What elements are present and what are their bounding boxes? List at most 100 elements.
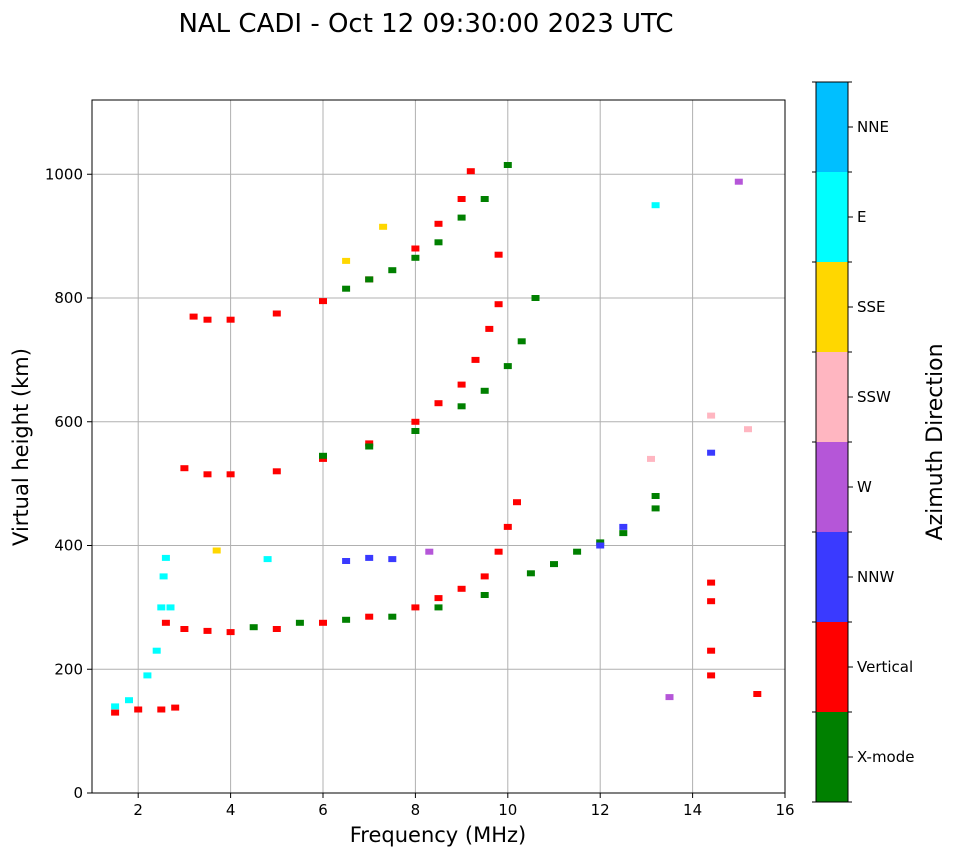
- colorbar-tick-label: X-mode: [857, 748, 914, 766]
- series-vertical: [180, 301, 503, 478]
- data-point: [272, 626, 281, 632]
- data-point: [388, 267, 397, 274]
- data-point: [707, 672, 716, 679]
- data-point: [319, 619, 327, 626]
- y-tick-label: 1000: [45, 165, 83, 183]
- data-point: [434, 400, 443, 407]
- y-tick-label: 200: [54, 660, 83, 678]
- data-point: [457, 585, 466, 592]
- grid: [92, 100, 785, 793]
- data-point: [111, 703, 120, 710]
- y-tick-label: 0: [73, 784, 83, 802]
- data-point: [596, 542, 605, 549]
- colorbar-frame: [815, 81, 849, 803]
- data-point: [180, 626, 189, 632]
- plot-frame: [91, 99, 786, 794]
- data-point: [707, 647, 716, 654]
- data-point: [517, 338, 526, 345]
- data-point: [503, 523, 512, 530]
- data-point: [411, 428, 420, 434]
- colorbar-segment: [816, 82, 848, 172]
- data-point: [651, 202, 660, 209]
- data-point: [272, 468, 281, 475]
- colorbar-segment: [816, 262, 848, 352]
- colorbar-tick-label: W: [857, 478, 872, 496]
- data-point: [125, 697, 133, 704]
- data-point: [411, 418, 420, 425]
- data-point: [157, 604, 166, 611]
- data-point: [457, 196, 466, 202]
- y-tick-label: 600: [54, 413, 83, 431]
- data-point: [319, 298, 327, 305]
- data-point: [434, 239, 443, 246]
- series-w: [425, 178, 743, 701]
- data-point: [379, 223, 388, 230]
- y-axis-label: Virtual height (km): [9, 348, 33, 546]
- data-point: [272, 310, 281, 317]
- data-point: [134, 706, 143, 713]
- data-point: [249, 624, 258, 631]
- colorbar-label: Azimuth Direction: [923, 343, 948, 540]
- data-point: [503, 162, 512, 168]
- colorbar-tick-label: SSE: [857, 298, 886, 316]
- colorbar-segment: [816, 712, 848, 802]
- colorbar: X-mode Vertical NNW W SSW SSE E NNE: [812, 81, 914, 803]
- series-x-mode: [342, 162, 512, 292]
- data-point: [503, 363, 512, 370]
- chart-title: NAL CADI - Oct 12 09:30:00 2023 UTC: [178, 9, 673, 39]
- series-vertical: [707, 579, 716, 679]
- data-point: [411, 604, 420, 611]
- data-point: [212, 547, 221, 554]
- data-point: [411, 245, 420, 252]
- data-point: [365, 443, 374, 450]
- y-tick-label: 400: [54, 537, 83, 555]
- data-point: [707, 598, 716, 605]
- data-point: [365, 613, 374, 620]
- data-point: [550, 561, 558, 568]
- colorbar-tick-label: Vertical: [857, 658, 913, 676]
- data-point: [744, 426, 752, 433]
- data-point: [651, 505, 660, 512]
- data-point: [263, 556, 272, 563]
- data-point: [734, 178, 743, 185]
- colorbar-tick-label: NNE: [857, 118, 889, 136]
- data-point: [295, 619, 304, 626]
- data-point: [531, 295, 540, 301]
- x-axis-label: Frequency (MHz): [350, 823, 526, 847]
- data-point: [166, 604, 175, 611]
- data-point: [342, 285, 351, 292]
- data-point: [480, 573, 489, 580]
- data-point: [425, 548, 434, 555]
- x-tick-label: 12: [591, 801, 610, 819]
- x-tick-label: 4: [226, 801, 236, 819]
- colorbar-segment: [816, 352, 848, 442]
- data-point: [171, 704, 180, 711]
- x-tick-label: 6: [318, 801, 328, 819]
- data-marks: [111, 162, 762, 716]
- series-e: [111, 554, 175, 710]
- data-point: [513, 499, 521, 506]
- series-x-mode: [651, 493, 660, 512]
- data-point: [434, 604, 443, 611]
- data-point: [226, 629, 235, 636]
- series-vertical: [189, 168, 475, 323]
- series-vertical: [111, 704, 180, 716]
- data-point: [365, 276, 374, 283]
- data-point: [152, 647, 161, 654]
- data-point: [596, 539, 605, 546]
- data-point: [480, 387, 489, 394]
- colorbar-tick-label: SSW: [857, 388, 891, 406]
- data-point: [434, 595, 443, 602]
- data-point: [319, 455, 327, 462]
- data-point: [651, 493, 660, 499]
- data-point: [707, 412, 716, 419]
- data-point: [203, 471, 212, 478]
- data-point: [189, 313, 198, 320]
- colorbar-tick-label: E: [857, 208, 866, 226]
- colorbar-segment: [816, 172, 848, 262]
- data-point: [480, 196, 489, 202]
- series-nnw: [342, 449, 716, 564]
- colorbar-segment: [816, 442, 848, 532]
- data-point: [647, 455, 655, 462]
- x-tick-label: 16: [775, 801, 794, 819]
